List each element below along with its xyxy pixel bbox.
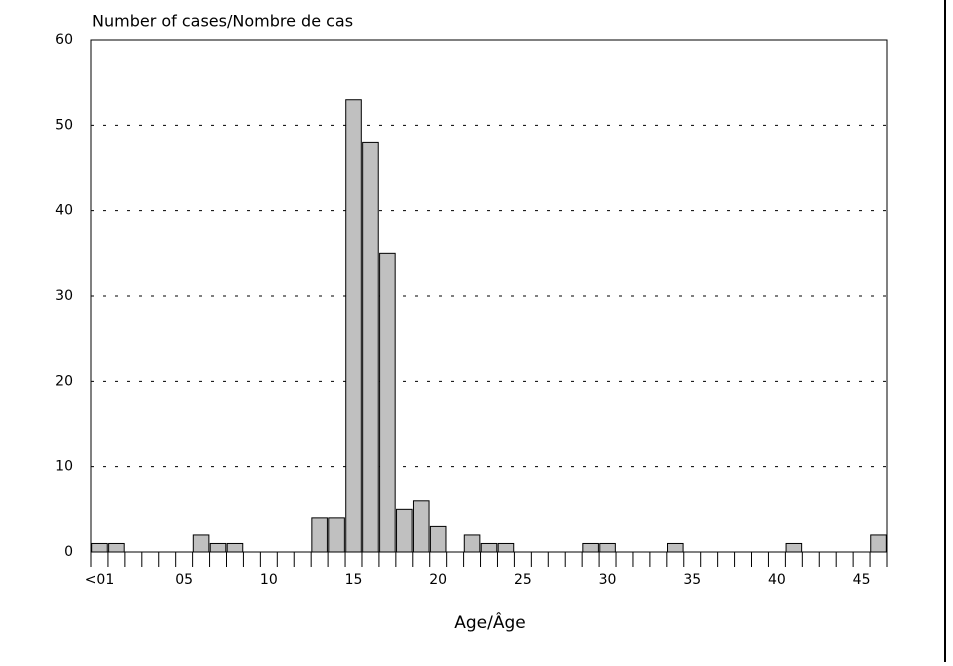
x-tick-label: 40 xyxy=(768,572,786,588)
bar xyxy=(582,542,599,553)
bar xyxy=(328,517,345,553)
bar xyxy=(480,542,498,553)
bar xyxy=(599,542,616,553)
x-tick-label: 15 xyxy=(345,572,363,588)
y-axis-label: Number of cases/Nombre de cas xyxy=(92,12,353,31)
y-tick-label: 10 xyxy=(55,459,73,475)
x-tick-label: 45 xyxy=(853,572,871,588)
bar xyxy=(667,542,684,553)
bar xyxy=(311,517,328,553)
bar xyxy=(362,141,379,553)
x-axis-label: Age/Âge xyxy=(454,611,526,633)
bar xyxy=(209,542,227,553)
bar xyxy=(396,508,413,553)
bar xyxy=(108,542,125,553)
x-tick-label: 25 xyxy=(514,572,532,588)
x-tick-label: 30 xyxy=(599,572,617,588)
y-tick-label: 60 xyxy=(55,32,73,48)
bar xyxy=(379,252,396,553)
x-tick-label: 20 xyxy=(429,572,447,588)
bar xyxy=(497,542,515,553)
x-tick-label: 05 xyxy=(175,572,193,588)
bar xyxy=(412,500,430,553)
y-tick-label: 40 xyxy=(55,203,73,219)
bar xyxy=(463,534,481,553)
y-tick-label: 30 xyxy=(55,288,73,304)
x-tick-label: 10 xyxy=(260,572,278,588)
bar xyxy=(192,534,210,553)
y-tick-label: 20 xyxy=(55,373,73,389)
bar xyxy=(429,525,447,553)
bar xyxy=(785,542,803,553)
x-tick-label: 35 xyxy=(683,572,701,588)
bar xyxy=(226,542,244,553)
bar xyxy=(91,542,108,553)
y-tick-label: 50 xyxy=(55,117,73,133)
x-tick-label: <01 xyxy=(85,572,115,588)
bar xyxy=(345,99,362,553)
bar xyxy=(870,534,887,553)
y-tick-label: 0 xyxy=(64,544,73,560)
